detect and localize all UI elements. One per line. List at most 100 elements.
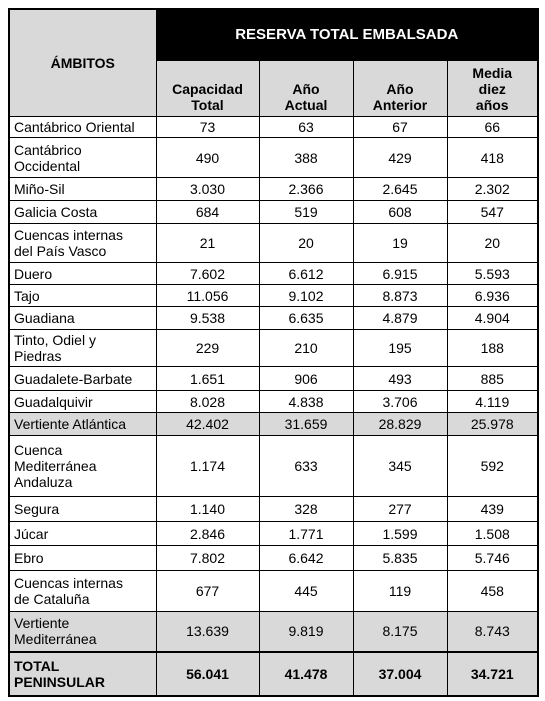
reservoir-table: ÁMBITOS RESERVA TOTAL EMBALSADA Capacida…: [8, 8, 540, 697]
row-label: Miño-Sil: [8, 177, 157, 201]
table-row: Tinto, Odiel y Piedras 229 210 195 188: [8, 329, 539, 367]
cell: 4.838: [258, 390, 354, 413]
text-line: Mediterránea: [14, 631, 97, 648]
cell: 4.879: [352, 306, 448, 330]
cell: 2.366: [258, 177, 354, 201]
cell: 885: [446, 366, 539, 391]
row-label: Tinto, Odiel y Piedras: [8, 329, 157, 367]
cell: 6.936: [446, 284, 539, 307]
cell: 6.642: [258, 545, 354, 571]
cell: 1.599: [352, 521, 448, 546]
cell: 3.706: [352, 390, 448, 413]
text-line: del País Vasco: [14, 243, 107, 259]
text-line: Actual: [284, 97, 328, 113]
column-header: Capacidad Total: [155, 60, 260, 117]
row-label: Vertiente Atlántica: [8, 412, 157, 436]
cell: 4.119: [446, 390, 539, 413]
cell: 21: [155, 223, 260, 263]
row-label: Cuencas internas del País Vasco: [8, 223, 157, 263]
cell: 345: [352, 435, 448, 497]
cell: 9.538: [155, 306, 260, 330]
cell: 20: [446, 223, 539, 263]
text-line: años: [475, 97, 509, 113]
text-line: Vertiente: [14, 615, 70, 632]
table-row: Galicia Costa 684 519 608 547: [8, 200, 539, 224]
table-row: Cantábrico Oriental 73 63 67 66: [8, 116, 539, 138]
cell: 8.873: [352, 284, 448, 307]
cell: 37.004: [352, 650, 448, 696]
row-label: Guadalete-Barbate: [8, 366, 157, 391]
cell: 210: [258, 329, 354, 367]
column-header: Año Anterior: [352, 60, 448, 117]
cell: 2.846: [155, 521, 260, 546]
text-line: Vertiente Atlántica: [14, 416, 127, 432]
cell: 7.802: [155, 545, 260, 571]
cell: 66: [446, 116, 539, 138]
cell: 277: [352, 496, 448, 522]
text-line: Cantábrico Oriental: [14, 119, 135, 135]
cell: 195: [352, 329, 448, 367]
text-line: Segura: [14, 501, 60, 517]
column-header: Media diez años: [446, 60, 539, 117]
cell: 9.102: [258, 284, 354, 307]
text-line: Cuenca: [14, 442, 63, 458]
text-line: Guadalete-Barbate: [14, 370, 133, 387]
cell: 1.140: [155, 496, 260, 522]
cell: 41.478: [258, 650, 354, 696]
text-line: Año: [292, 81, 320, 97]
cell: 20: [258, 223, 354, 263]
text-line: Duero: [14, 265, 53, 282]
text-line: Tajo: [14, 287, 40, 304]
text-line: Andaluza: [14, 474, 73, 490]
row-label: TOTAL PENINSULAR: [8, 650, 157, 696]
row-label: Duero: [8, 262, 157, 285]
text-line: Galicia Costa: [14, 204, 98, 220]
cell: 5.835: [352, 545, 448, 571]
table-row: Duero 7.602 6.612 6.915 5.593: [8, 262, 539, 285]
row-label: Segura: [8, 496, 157, 522]
cell: 608: [352, 200, 448, 224]
cell: 388: [258, 137, 354, 178]
cell: 418: [446, 137, 539, 178]
cell: 56.041: [155, 650, 260, 696]
row-label: Cantábrico Occidental: [8, 137, 157, 178]
cell: 519: [258, 200, 354, 224]
cell: 63: [258, 116, 354, 138]
cell: 3.030: [155, 177, 260, 201]
row-label: Cantábrico Oriental: [8, 116, 157, 138]
row-label: Ebro: [8, 545, 157, 571]
cell: 493: [352, 366, 448, 391]
cell: 1.174: [155, 435, 260, 497]
cell: 458: [446, 570, 539, 612]
cell: 11.056: [155, 284, 260, 307]
cell: 28.829: [352, 412, 448, 436]
cell: 429: [352, 137, 448, 178]
row-label: Galicia Costa: [8, 200, 157, 224]
table-row: Cuencas internas de Cataluña 677 445 119 458: [8, 570, 539, 612]
cell: 19: [352, 223, 448, 263]
text-line: TOTAL: [14, 657, 60, 674]
cell: 633: [258, 435, 354, 497]
cell: 547: [446, 200, 539, 224]
cell: 1.771: [258, 521, 354, 546]
text-line: Júcar: [14, 525, 49, 542]
table-row: Guadalquivir 8.028 4.838 3.706 4.119: [8, 390, 539, 413]
cell: 684: [155, 200, 260, 224]
text-line: diez: [478, 81, 506, 97]
row-label: Tajo: [8, 284, 157, 307]
cell: 5.746: [446, 545, 539, 571]
text-line: Occidental: [14, 157, 81, 174]
text-line: Capacidad: [172, 81, 243, 97]
row-label: Guadalquivir: [8, 390, 157, 413]
cell: 8.028: [155, 390, 260, 413]
text-line: Mediterránea: [14, 458, 97, 474]
group-header: RESERVA TOTAL EMBALSADA: [155, 8, 539, 61]
table-row: Cuenca Mediterránea Andaluza 1.174 633 345 592: [8, 435, 539, 497]
cell: 439: [446, 496, 539, 522]
text-line: Cantábrico: [14, 141, 82, 158]
cell: 592: [446, 435, 539, 497]
row-label: Guadiana: [8, 306, 157, 330]
table-row: Júcar 2.846 1.771 1.599 1.508: [8, 521, 539, 546]
cell: 67: [352, 116, 448, 138]
cell: 1.508: [446, 521, 539, 546]
